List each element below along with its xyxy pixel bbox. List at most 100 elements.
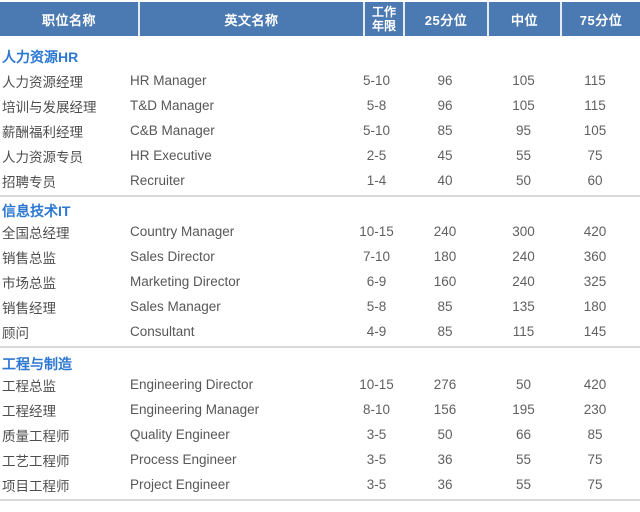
cell-median: 135 [512,299,535,314]
cell-p75: 75 [587,452,603,467]
table-row: 工程经理 Engineering Manager 8-10 156 195 23… [0,397,640,422]
cell-p25: 156 [433,402,457,417]
cell-p25: 85 [437,123,453,138]
cell-years: 1-4 [366,173,387,188]
column-header-median: 中位 [487,2,560,36]
cell-p75: 85 [587,427,603,442]
cell-p75: 180 [583,299,607,314]
cell-p25: 180 [433,249,457,264]
cell-position-cn: 人力资源经理 [2,74,83,90]
cell-p75: 145 [583,324,607,339]
column-header-position-cn: 职位名称 [41,12,96,28]
table-row: 培训与发展经理 T&D Manager 5-8 96 105 115 [0,93,640,118]
cell-p75: 75 [587,148,603,163]
cell-p75: 325 [583,274,607,289]
cell-median: 195 [512,402,535,417]
cell-position-en: HR Manager [130,73,207,88]
cell-years: 10-15 [359,377,394,392]
table-row: 质量工程师 Quality Engineer 3-5 50 66 85 [0,422,640,447]
cell-median: 240 [512,249,535,264]
cell-position-cn: 销售总监 [2,250,56,266]
cell-years: 3-5 [366,452,387,467]
cell-median: 115 [512,324,535,339]
table-row: 人力资源经理 HR Manager 5-10 96 105 115 [0,68,640,93]
column-header-years-label: 工作年限 [371,4,396,33]
table-row: 薪酬福利经理 C&B Manager 5-10 85 95 105 [0,118,640,143]
section-hr: 人力资源HR 人力资源经理 HR Manager 5-10 96 105 115… [0,49,640,197]
section-divider [0,195,640,197]
table-row: 顾问 Consultant 4-9 85 115 145 [0,319,640,344]
cell-p25: 96 [437,73,453,88]
cell-position-en: Marketing Director [130,274,241,289]
cell-position-cn: 顾问 [2,325,29,341]
cell-p75: 75 [587,477,603,492]
table-row: 工程总监 Engineering Director 10-15 276 50 4… [0,372,640,397]
cell-position-cn: 质量工程师 [2,428,70,444]
cell-position-cn: 工程经理 [2,403,56,419]
cell-position-cn: 薪酬福利经理 [2,124,83,140]
cell-p25: 160 [433,274,457,289]
cell-median: 55 [515,148,532,163]
table-row: 人力资源专员 HR Executive 2-5 45 55 75 [0,143,640,168]
cell-position-en: Consultant [130,324,195,339]
cell-p75: 420 [583,377,607,392]
cell-median: 240 [512,274,535,289]
cell-years: 7-10 [362,249,391,264]
cell-years: 3-5 [366,477,387,492]
cell-p75: 230 [583,402,607,417]
table-row: 销售经理 Sales Manager 5-8 85 135 180 [0,294,640,319]
cell-median: 300 [512,224,535,239]
cell-position-cn: 工艺工程师 [2,453,70,469]
cell-years: 5-10 [362,73,391,88]
table-row: 招聘专员 Recruiter 1-4 40 50 60 [0,168,640,193]
cell-p75: 115 [584,98,606,113]
column-header-years: 工作年限 [363,2,403,36]
table-row: 市场总监 Marketing Director 6-9 160 240 325 [0,269,640,294]
section-title: 人力资源HR [2,49,79,65]
section-title: 工程与制造 [2,356,72,372]
cell-position-cn: 人力资源专员 [2,149,83,165]
cell-position-en: Engineering Director [130,377,254,392]
cell-p25: 45 [437,148,453,163]
cell-median: 95 [515,123,532,138]
cell-position-cn: 市场总监 [2,275,56,291]
cell-p25: 240 [433,224,457,239]
cell-median: 66 [515,427,532,442]
cell-p25: 40 [437,173,453,188]
cell-position-en: Process Engineer [130,452,237,467]
table-header-row: 职位名称 英文名称 工作年限 25分位 中位 75分位 [0,2,640,36]
cell-years: 4-9 [366,324,387,339]
cell-position-en: Sales Manager [130,299,221,314]
cell-years: 5-8 [366,98,387,113]
cell-p25: 96 [437,98,453,113]
cell-median: 105 [512,73,535,88]
cell-position-en: C&B Manager [130,123,215,138]
column-header-position-en: 英文名称 [138,2,363,36]
cell-median: 55 [515,477,532,492]
cell-position-cn: 工程总监 [2,378,56,394]
section-it: 信息技术IT 全国总经理 Country Manager 10-15 240 3… [0,203,640,348]
cell-position-en: T&D Manager [130,98,215,113]
cell-median: 55 [515,452,532,467]
table-row: 项目工程师 Project Engineer 3-5 36 55 75 [0,472,640,497]
cell-position-cn: 培训与发展经理 [2,99,97,115]
cell-p75: 105 [583,123,607,138]
cell-position-cn: 全国总经理 [2,225,70,241]
cell-p25: 36 [437,477,453,492]
section-title: 信息技术IT [2,203,71,219]
cell-position-en: Project Engineer [130,477,230,492]
cell-years: 5-10 [362,123,391,138]
cell-position-en: Quality Engineer [130,427,230,442]
cell-years: 10-15 [359,224,394,239]
cell-median: 105 [512,98,535,113]
cell-p25: 50 [437,427,453,442]
section-divider [0,346,640,348]
cell-p75: 420 [583,224,607,239]
cell-p75: 360 [583,249,607,264]
cell-position-en: Recruiter [130,173,185,188]
cell-position-cn: 项目工程师 [2,478,70,494]
cell-median: 50 [515,173,532,188]
cell-p25: 85 [437,324,453,339]
cell-years: 5-8 [366,299,387,314]
